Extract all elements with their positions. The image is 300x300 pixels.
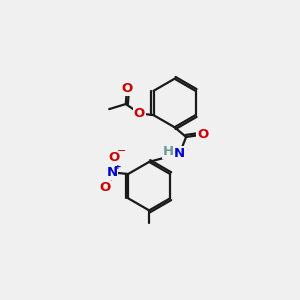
Text: O: O <box>109 151 120 164</box>
Text: H: H <box>163 145 174 158</box>
Text: −: − <box>116 146 126 156</box>
Text: O: O <box>121 82 133 95</box>
Text: O: O <box>99 181 110 194</box>
Text: O: O <box>134 107 145 120</box>
Text: N: N <box>106 167 118 179</box>
Text: N: N <box>174 147 185 160</box>
Text: +: + <box>114 162 121 171</box>
Text: O: O <box>197 128 208 141</box>
